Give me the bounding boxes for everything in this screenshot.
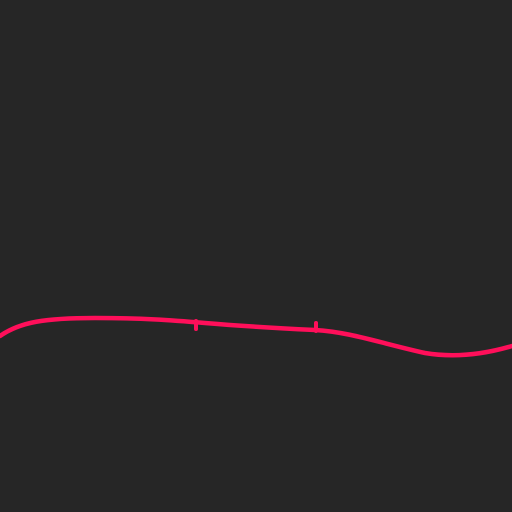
track-line — [0, 315, 512, 358]
